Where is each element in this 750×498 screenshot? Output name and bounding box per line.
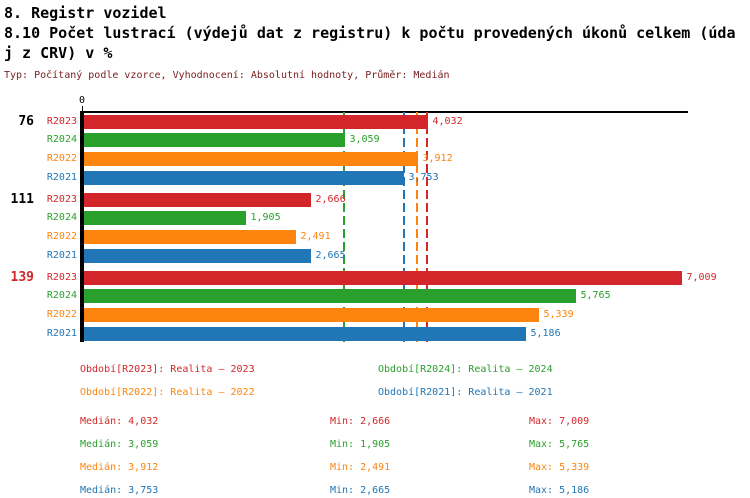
bar-row-label-r2021: R2021 [46, 249, 77, 261]
median-line-r2024 [343, 112, 346, 346]
bar-value-label-r2024-group-76: 3,059 [349, 134, 380, 146]
stat-max-r2021: Max: 5,186 [529, 485, 590, 496]
x-axis-line [80, 111, 688, 113]
stat-median-r2021: Medián: 3,753 [80, 485, 159, 496]
bar-r2022-group-139 [83, 307, 539, 322]
median-line-r2021 [402, 112, 405, 346]
stat-median-r2022: Medián: 3,912 [80, 462, 159, 473]
bar-value-label-r2024-group-111: 1,905 [250, 212, 281, 224]
bar-r2022-group-111 [83, 229, 296, 244]
bar-value-label-r2024-group-139: 5,765 [580, 290, 611, 302]
bar-row-label-r2022: R2022 [46, 308, 77, 320]
bar-row-label-r2021: R2021 [46, 327, 77, 339]
stat-max-r2024: Max: 5,765 [529, 439, 590, 450]
bar-r2024-group-139 [83, 289, 576, 304]
bar-value-label-r2023-group-76: 4,032 [432, 115, 463, 127]
bar-value-label-r2023-group-139: 7,009 [686, 271, 717, 283]
bar-value-label-r2023-group-111: 2,666 [315, 193, 346, 205]
bar-value-label-r2021-group-139: 5,186 [530, 327, 561, 339]
median-line-r2023 [426, 112, 429, 346]
y-axis-line [80, 112, 84, 342]
median-line-r2022 [416, 112, 419, 346]
stat-max-r2023: Max: 7,009 [529, 416, 590, 427]
bar-row-label-r2024: R2024 [46, 290, 77, 302]
bar-r2023-group-111 [83, 192, 311, 207]
bar-value-label-r2022-group-139: 5,339 [543, 308, 574, 320]
bar-value-label-r2022-group-76: 3,912 [422, 152, 453, 164]
bar-r2021-group-139 [83, 326, 526, 341]
legend-item-r2022: Období[R2022]: Realita – 2022 [80, 387, 255, 398]
bar-row-label-r2023: R2023 [46, 115, 77, 127]
chart-meta: Typ: Počítaný podle vzorce, Vyhodnocení:… [4, 70, 450, 81]
bar-r2023-group-139 [83, 270, 682, 285]
group-label-111: 111 [10, 192, 34, 207]
bar-value-label-r2022-group-111: 2,491 [300, 230, 331, 242]
bar-value-label-r2021-group-76: 3,753 [408, 171, 439, 183]
chart-subtitle-line-1: 8.10 Počet lustrací (výdejů dat z regist… [4, 24, 736, 42]
x-axis-zero-tick [82, 106, 83, 112]
bar-value-label-r2021-group-111: 2,665 [315, 249, 346, 261]
stat-max-r2022: Max: 5,339 [529, 462, 590, 473]
bar-row-label-r2021: R2021 [46, 171, 77, 183]
stat-min-r2024: Min: 1,905 [330, 439, 391, 450]
bar-row-label-r2024: R2024 [46, 212, 77, 224]
bar-row-label-r2022: R2022 [46, 230, 77, 242]
bar-row-label-r2024: R2024 [46, 134, 77, 146]
bar-r2024-group-76 [83, 133, 345, 148]
stat-median-r2023: Medián: 4,032 [80, 416, 159, 427]
x-axis-zero-label: 0 [78, 95, 86, 106]
page-title: 8. Registr vozidel [4, 4, 167, 22]
stat-min-r2023: Min: 2,666 [330, 416, 391, 427]
bar-r2021-group-111 [83, 248, 311, 263]
bar-row-label-r2022: R2022 [46, 152, 77, 164]
chart-subtitle-line-2: j z CRV) v % [4, 44, 113, 62]
legend-item-r2024: Období[R2024]: Realita – 2024 [378, 364, 553, 375]
bar-row-label-r2023: R2023 [46, 193, 77, 205]
stat-min-r2021: Min: 2,665 [330, 485, 391, 496]
bar-r2022-group-76 [83, 151, 418, 166]
stat-min-r2022: Min: 2,491 [330, 462, 391, 473]
bar-r2024-group-111 [83, 211, 246, 226]
legend-item-r2021: Období[R2021]: Realita – 2021 [378, 387, 553, 398]
group-label-76: 76 [18, 114, 34, 129]
group-label-139: 139 [10, 270, 34, 285]
stat-median-r2024: Medián: 3,059 [80, 439, 159, 450]
bar-r2021-group-76 [83, 170, 404, 185]
bar-row-label-r2023: R2023 [46, 271, 77, 283]
bar-r2023-group-76 [83, 114, 428, 129]
legend-item-r2023: Období[R2023]: Realita – 2023 [80, 364, 255, 375]
